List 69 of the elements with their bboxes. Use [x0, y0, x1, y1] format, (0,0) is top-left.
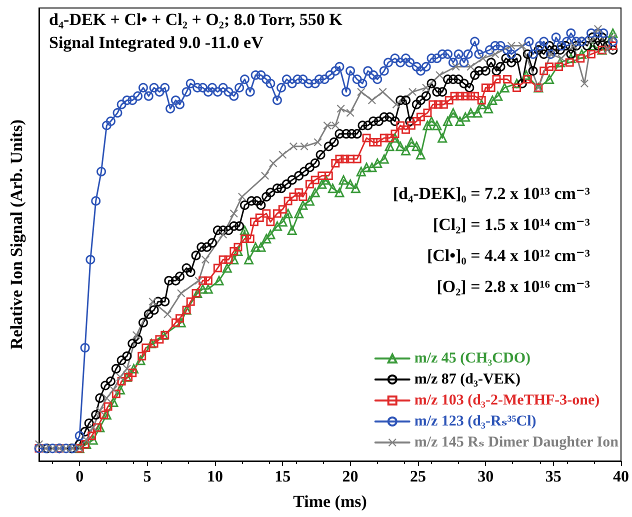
point [109, 386, 118, 394]
point [132, 331, 140, 340]
x-tick-label: 5 [143, 468, 152, 486]
point [96, 406, 104, 415]
annotation: [Cl₂] = 1.5 x 10¹⁴ cm⁻³ [432, 215, 590, 234]
x-tick-label: 10 [206, 468, 223, 486]
point [507, 42, 516, 50]
point [608, 33, 617, 42]
point [289, 142, 298, 150]
point [194, 276, 203, 285]
point [466, 62, 475, 71]
point [89, 423, 98, 432]
point [323, 121, 332, 130]
point [331, 121, 340, 130]
point [82, 436, 90, 444]
legend-label: m/z 45 (CH₃CDO) [414, 350, 531, 366]
point [408, 88, 417, 96]
point [452, 62, 460, 71]
x-tick-label: 15 [274, 468, 291, 486]
point [219, 230, 228, 238]
point [392, 100, 400, 108]
point [580, 80, 588, 88]
point [116, 373, 124, 382]
point [164, 310, 172, 318]
point [594, 24, 602, 33]
point [570, 42, 578, 50]
point [122, 364, 131, 373]
point [35, 440, 43, 448]
point [230, 210, 238, 218]
y-axis-title: Relative Ion Signal (Arb. Units) [7, 120, 26, 350]
point [346, 108, 354, 117]
point [422, 84, 430, 92]
point [102, 394, 111, 402]
point [357, 88, 366, 96]
point [201, 256, 210, 264]
point [336, 104, 345, 113]
point [238, 192, 246, 201]
point [278, 150, 287, 159]
x-tick-label: 0 [76, 468, 84, 486]
annotation: [d₄-DEK]₀ = 7.2 x 10¹³ cm⁻³ [392, 184, 590, 203]
point [478, 54, 487, 62]
x-tick-label: 35 [545, 468, 562, 486]
chart-subtitle: Signal Integrated 9.0 -11.0 eV [49, 33, 264, 52]
x-axis-title: Time (ms) [293, 492, 367, 511]
point [177, 289, 186, 298]
point [557, 54, 566, 62]
point [603, 46, 612, 54]
point [491, 50, 500, 58]
x-tick-label: 40 [613, 468, 629, 486]
annotation: [O₂] = 2.8 x 10¹⁶ cm⁻³ [436, 277, 590, 296]
annotation: [Cl•]₀ = 4.4 x 10¹² cm⁻³ [426, 246, 590, 265]
point [148, 298, 157, 306]
legend-label: m/z 123 (d₃-Rₛ³⁵Cl) [414, 414, 536, 430]
point [314, 138, 322, 146]
point [300, 142, 308, 150]
point [368, 96, 376, 104]
point [518, 42, 526, 50]
x-tick-label: 20 [342, 468, 358, 486]
point [269, 159, 278, 168]
legend-label: m/z 87 (d₃-VEK) [414, 372, 521, 388]
chart-title: d₄-DEK + Cl• + Cl₂ + O₂; 8.0 Torr, 550 K [49, 10, 344, 29]
legend-label: m/z 103 (d₃-2-MeTHF-3-one) [414, 392, 600, 408]
x-tick-label: 25 [410, 468, 426, 486]
point [436, 71, 444, 80]
point [378, 88, 387, 96]
point [261, 172, 270, 180]
point [587, 38, 596, 46]
x-tick-label: 30 [478, 468, 494, 486]
legend-label: m/z 145 Rₛ Dimer Daughter Ion [414, 434, 620, 450]
